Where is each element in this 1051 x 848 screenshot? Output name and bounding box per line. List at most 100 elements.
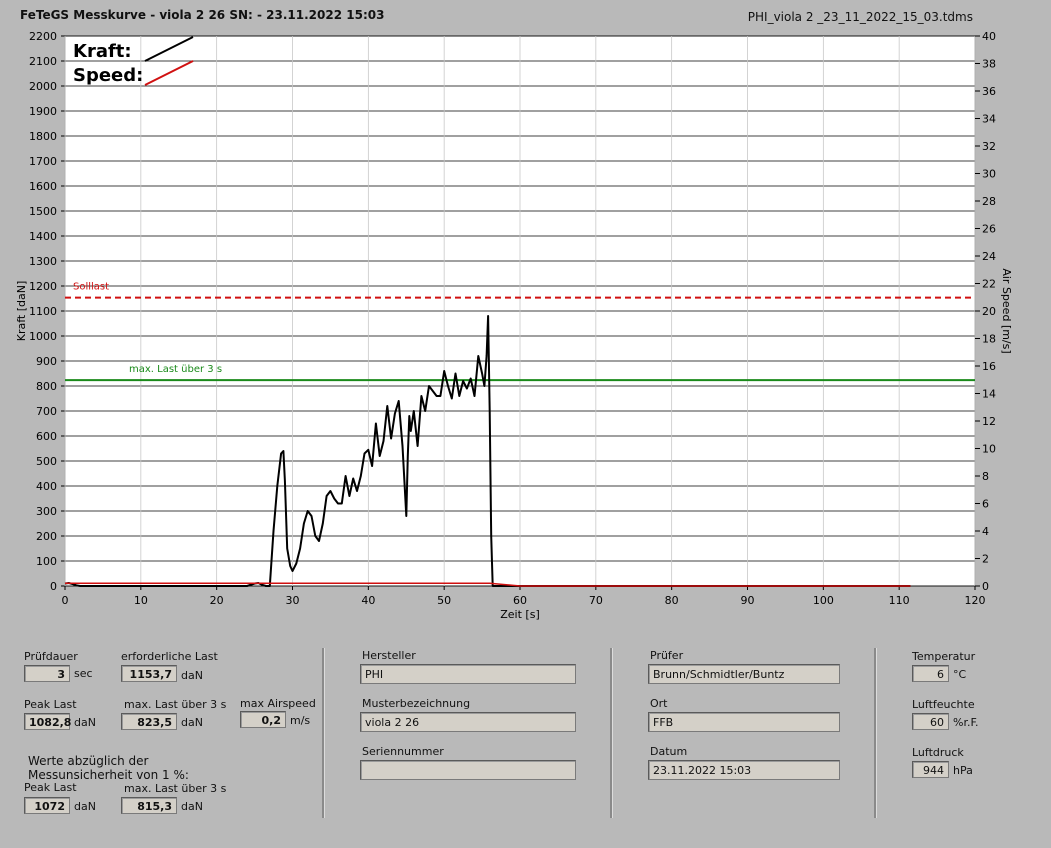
pruefdauer-label: Prüfdauer bbox=[24, 650, 78, 663]
x-axis-label: Zeit [s] bbox=[500, 608, 539, 621]
hersteller-field[interactable]: PHI bbox=[360, 664, 576, 684]
datum-field[interactable]: 23.11.2022 15:03 bbox=[648, 760, 840, 780]
y2-tick-label: 12 bbox=[982, 415, 996, 428]
peak-last2-value: 1072 bbox=[24, 797, 70, 814]
x-tick-label: 120 bbox=[965, 594, 986, 607]
werte-note-line2: Messunsicherheit von 1 %: bbox=[28, 768, 189, 782]
y2-tick-label: 34 bbox=[982, 113, 996, 126]
peak-last2-label: Peak Last bbox=[24, 781, 77, 794]
y2-tick-label: 14 bbox=[982, 388, 996, 401]
legend-kraft-label: Kraft: bbox=[73, 41, 132, 62]
max-last2-label: max. Last über 3 s bbox=[124, 782, 227, 795]
x-tick-label: 10 bbox=[134, 594, 148, 607]
y-tick-label: 1900 bbox=[29, 105, 57, 118]
y-tick-label: 1300 bbox=[29, 255, 57, 268]
max-last-value: 823,5 bbox=[121, 713, 177, 730]
x-tick-label: 40 bbox=[361, 594, 375, 607]
y2-tick-label: 36 bbox=[982, 85, 996, 98]
y2-tick-label: 0 bbox=[982, 580, 989, 593]
speed-series-line bbox=[65, 582, 911, 587]
force-chart: 0100200300400500600700800900100011001200… bbox=[15, 30, 1013, 621]
x-tick-label: 20 bbox=[210, 594, 224, 607]
erf-last-value: 1153,7 bbox=[121, 665, 177, 682]
ort-label: Ort bbox=[650, 697, 668, 710]
y-tick-label: 400 bbox=[36, 480, 57, 493]
pruefdauer-value: 3 bbox=[24, 665, 70, 682]
legend-kraft-line bbox=[144, 36, 194, 62]
peak-last-label: Peak Last bbox=[24, 698, 77, 711]
max-last-label: max. Last über 3 s bbox=[124, 698, 227, 711]
muster-field[interactable]: viola 2 26 bbox=[360, 712, 576, 732]
x-tick-label: 0 bbox=[62, 594, 69, 607]
erf-last-unit: daN bbox=[181, 669, 203, 682]
y-tick-label: 1400 bbox=[29, 230, 57, 243]
y2-tick-label: 38 bbox=[982, 58, 996, 71]
x-tick-label: 30 bbox=[286, 594, 300, 607]
peak-last2-unit: daN bbox=[74, 800, 96, 813]
separator bbox=[322, 648, 325, 818]
legend-speed-label: Speed: bbox=[73, 65, 143, 86]
x-tick-label: 60 bbox=[513, 594, 527, 607]
peak-last-unit: daN bbox=[74, 716, 96, 729]
y-tick-label: 800 bbox=[36, 380, 57, 393]
y2-tick-label: 28 bbox=[982, 195, 996, 208]
x-tick-label: 50 bbox=[437, 594, 451, 607]
serien-field[interactable] bbox=[360, 760, 576, 780]
peak-last-value: 1082,8 bbox=[24, 713, 71, 730]
pruefer-field[interactable]: Brunn/Schmidtler/Buntz bbox=[648, 664, 840, 684]
y2-tick-label: 10 bbox=[982, 443, 996, 456]
legend-speed-line bbox=[144, 60, 194, 86]
y2-tick-label: 30 bbox=[982, 168, 996, 181]
y-tick-label: 2200 bbox=[29, 30, 57, 43]
luftfeuchte-label: Luftfeuchte bbox=[912, 698, 975, 711]
y2-tick-label: 8 bbox=[982, 470, 989, 483]
luftfeuchte-unit: %r.F. bbox=[953, 716, 979, 729]
solllast-label: Solllast bbox=[73, 282, 109, 293]
y2-tick-label: 22 bbox=[982, 278, 996, 291]
y2-tick-label: 26 bbox=[982, 223, 996, 236]
y-tick-label: 1800 bbox=[29, 130, 57, 143]
y2-tick-label: 18 bbox=[982, 333, 996, 346]
max-last2-unit: daN bbox=[181, 800, 203, 813]
kraft-series-line bbox=[64, 315, 911, 587]
max-last2-value: 815,3 bbox=[121, 797, 177, 814]
max-last-label: max. Last über 3 s bbox=[129, 364, 222, 375]
y2-tick-label: 32 bbox=[982, 140, 996, 153]
y-tick-label: 700 bbox=[36, 405, 57, 418]
y2-tick-label: 4 bbox=[982, 525, 989, 538]
file-name: PHI_viola 2 _23_11_2022_15_03.tdms bbox=[747, 10, 973, 24]
y-tick-label: 200 bbox=[36, 530, 57, 543]
max-airspeed-label: max Airspeed bbox=[240, 697, 316, 710]
luftdruck-label: Luftdruck bbox=[912, 746, 964, 759]
y-tick-label: 300 bbox=[36, 505, 57, 518]
y-tick-label: 1500 bbox=[29, 205, 57, 218]
y-tick-label: 1100 bbox=[29, 305, 57, 318]
datum-label: Datum bbox=[650, 745, 688, 758]
max-airspeed-unit: m/s bbox=[290, 714, 311, 727]
y-tick-label: 1600 bbox=[29, 180, 57, 193]
y2-tick-label: 20 bbox=[982, 305, 996, 318]
separator bbox=[874, 648, 877, 818]
luftdruck-value: 944 bbox=[912, 761, 949, 778]
y-tick-label: 600 bbox=[36, 430, 57, 443]
y2-tick-label: 16 bbox=[982, 360, 996, 373]
pruefdauer-unit: sec bbox=[74, 667, 93, 680]
y2-tick-label: 6 bbox=[982, 498, 989, 511]
ort-field[interactable]: FFB bbox=[648, 712, 840, 732]
max-airspeed-value: 0,2 bbox=[240, 711, 286, 728]
y-tick-label: 1200 bbox=[29, 280, 57, 293]
y-tick-label: 100 bbox=[36, 555, 57, 568]
y2-tick-label: 24 bbox=[982, 250, 996, 263]
x-tick-label: 80 bbox=[665, 594, 679, 607]
separator bbox=[610, 648, 613, 818]
max-last-unit: daN bbox=[181, 716, 203, 729]
y-axis-label: Kraft [daN] bbox=[15, 281, 28, 342]
x-tick-label: 70 bbox=[589, 594, 603, 607]
x-tick-label: 90 bbox=[741, 594, 755, 607]
y-tick-label: 900 bbox=[36, 355, 57, 368]
y2-axis-label: Air Speed [m/s] bbox=[1000, 268, 1013, 353]
y2-tick-label: 2 bbox=[982, 553, 989, 566]
temperatur-value: 6 bbox=[912, 665, 949, 682]
temperatur-unit: °C bbox=[953, 668, 967, 681]
serien-label: Seriennummer bbox=[362, 745, 444, 758]
